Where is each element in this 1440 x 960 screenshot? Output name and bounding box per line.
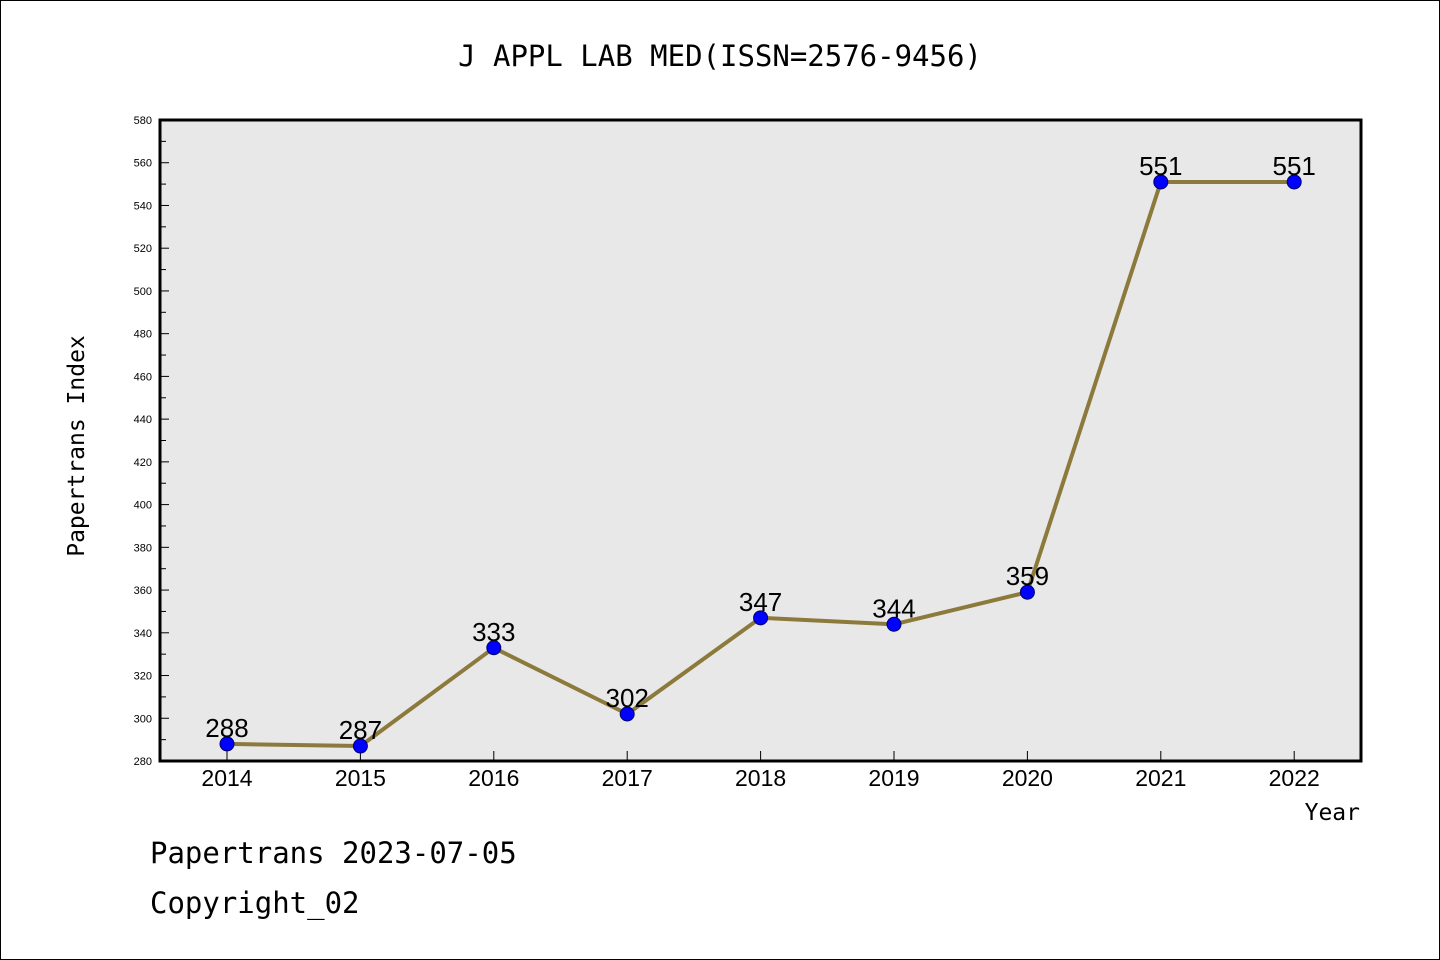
y-tick-label: 460 [134, 371, 152, 383]
data-point [1153, 174, 1169, 190]
y-tick-label: 300 [134, 713, 152, 725]
data-label: 287 [339, 715, 382, 745]
data-point [1286, 174, 1302, 190]
data-label: 344 [872, 593, 915, 623]
y-tick-label: 380 [134, 542, 152, 554]
x-tick-label: 2017 [602, 765, 653, 791]
series-group: 288 287 333 302 347 344 359 551 551 [205, 151, 1316, 754]
y-tick-label: 580 [134, 115, 152, 127]
x-tick-label: 2016 [468, 765, 519, 791]
y-tick-label: 320 [134, 671, 152, 683]
plot-area [158, 118, 1363, 763]
data-point [619, 706, 635, 722]
y-tick-label: 540 [134, 200, 152, 212]
y-tick-label: 280 [134, 756, 152, 768]
y-tick-label: 360 [134, 585, 152, 597]
y-tick-label: 480 [134, 329, 152, 341]
footer-date-line: Papertrans 2023-07-05 [150, 836, 517, 870]
x-tick-label: 2020 [1002, 765, 1053, 791]
data-label: 359 [1006, 561, 1049, 591]
data-point [352, 738, 368, 754]
x-tick-label: 2021 [1135, 765, 1186, 791]
x-tick-label: 2018 [735, 765, 786, 791]
y-axis-label: Papertrans Index [64, 335, 90, 557]
y-tick-label: 420 [134, 457, 152, 469]
data-label: 333 [472, 617, 515, 647]
chart-title: J APPL LAB MED(ISSN=2576-9456) [458, 39, 982, 73]
y-tick-label: 400 [134, 500, 152, 512]
data-label: 551 [1273, 151, 1316, 181]
x-tick-label: 2015 [335, 765, 386, 791]
data-label: 302 [606, 683, 649, 713]
data-point [886, 616, 902, 632]
y-tick-label: 520 [134, 243, 152, 255]
data-point [486, 640, 502, 656]
x-tick-label: 2014 [201, 765, 252, 791]
data-label: 347 [739, 587, 782, 617]
y-tick-label: 340 [134, 628, 152, 640]
x-tick-label: 2022 [1269, 765, 1320, 791]
y-tick-label: 560 [134, 158, 152, 170]
data-label: 288 [205, 713, 248, 743]
x-axis-label: Year [1305, 800, 1360, 826]
x-axis: 2014 2015 2016 2017 2018 2019 2020 2021 2022 [201, 751, 1320, 791]
y-axis: 280 300 320 340 360 380 400 420 440 460 480 500 520 5… [134, 115, 169, 768]
data-point [753, 610, 769, 626]
footer-copyright: Copyright_02 [150, 886, 360, 920]
data-point [219, 736, 235, 752]
data-point [1019, 584, 1035, 600]
x-tick-label: 2019 [868, 765, 919, 791]
y-tick-label: 440 [134, 414, 152, 426]
y-tick-label: 500 [134, 286, 152, 298]
data-label: 551 [1139, 151, 1182, 181]
